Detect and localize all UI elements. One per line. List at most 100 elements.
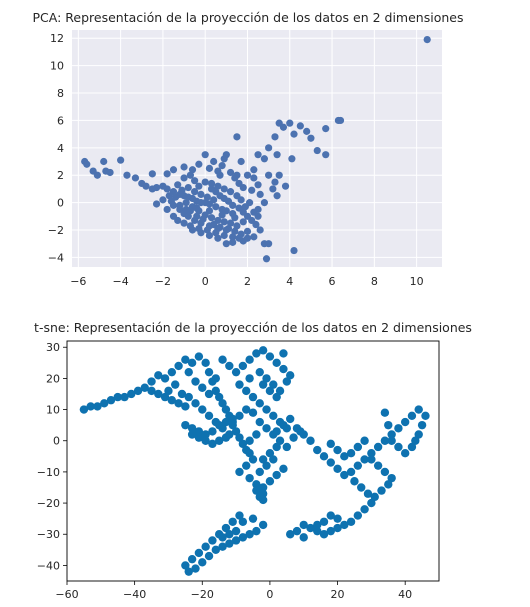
scatter-point: [245, 436, 254, 445]
scatter-point: [204, 551, 214, 561]
scatter-point: [152, 200, 161, 208]
tsne-points: [79, 346, 430, 576]
scatter-point: [417, 420, 427, 430]
scatter-point: [233, 192, 241, 200]
y-tick-label: −40: [37, 559, 60, 572]
scatter-point: [180, 163, 188, 171]
scatter-point: [286, 414, 295, 424]
scatter-point: [184, 212, 192, 220]
scatter-point: [160, 374, 170, 383]
scatter-point: [353, 461, 363, 470]
tsne-chart: t-sne: Representación de la proyección d…: [34, 320, 472, 601]
scatter-point: [201, 178, 209, 186]
scatter-point: [194, 548, 204, 558]
scatter-point: [188, 166, 197, 174]
scatter-point: [154, 371, 163, 380]
scatter-point: [197, 229, 205, 237]
scatter-point: [203, 226, 211, 234]
scatter-point: [279, 349, 288, 358]
scatter-point: [394, 424, 403, 433]
scatter-point: [303, 127, 311, 135]
scatter-point: [238, 361, 248, 371]
scatter-point: [265, 240, 273, 248]
scatter-point: [252, 480, 261, 489]
scatter-point: [117, 156, 125, 164]
scatter-point: [265, 144, 273, 152]
pca-points: [81, 35, 431, 263]
scatter-point: [218, 542, 227, 551]
scatter-point: [194, 352, 204, 361]
scatter-point: [299, 533, 308, 542]
scatter-point: [220, 185, 228, 193]
scatter-point: [265, 449, 275, 458]
scatter-point: [333, 445, 342, 455]
scatter-point: [231, 214, 239, 222]
scatter-point: [169, 166, 178, 174]
x-tick-label: 6: [329, 275, 336, 288]
scatter-point: [235, 411, 244, 421]
scatter-point: [178, 186, 186, 194]
x-tick-label: 10: [410, 275, 424, 288]
scatter-point: [239, 183, 247, 192]
scatter-point: [262, 461, 271, 470]
scatter-point: [184, 567, 193, 576]
scatter-point: [290, 130, 298, 138]
scatter-point: [225, 539, 234, 548]
scatter-point: [313, 526, 322, 536]
scatter-point: [181, 561, 190, 570]
scatter-point: [226, 219, 235, 227]
scatter-point: [238, 517, 248, 526]
scatter-point: [252, 486, 261, 495]
scatter-point: [184, 392, 193, 402]
scatter-point: [208, 536, 217, 545]
scatter-point: [387, 436, 396, 445]
scatter-point: [272, 470, 281, 480]
scatter-point: [218, 211, 226, 219]
scatter-point: [313, 520, 322, 530]
scatter-point: [245, 355, 254, 364]
pca-chart-title: PCA: Representación de la proyección de …: [33, 10, 464, 25]
x-tick-label: −40: [123, 588, 146, 601]
scatter-point: [286, 371, 295, 380]
x-tick-label: −60: [55, 588, 78, 601]
scatter-point: [147, 377, 156, 386]
scatter-point: [229, 233, 237, 241]
x-tick-label: 2: [244, 275, 251, 288]
y-tick-label: 12: [50, 32, 64, 45]
scatter-point: [255, 367, 264, 377]
scatter-point: [79, 405, 89, 414]
scatter-point: [252, 349, 261, 358]
scatter-point: [248, 514, 258, 523]
scatter-point: [177, 389, 187, 399]
scatter-point: [231, 427, 241, 436]
scatter-point: [255, 417, 264, 427]
scatter-point: [360, 436, 369, 445]
scatter-point: [131, 174, 140, 182]
y-tick-label: 0: [53, 435, 60, 448]
y-tick-label: 10: [50, 60, 64, 73]
scatter-point: [113, 392, 122, 402]
scatter-point: [171, 380, 180, 389]
scatter-point: [326, 511, 335, 520]
scatter-point: [235, 234, 243, 242]
scatter-point: [414, 430, 423, 439]
scatter-point: [243, 171, 252, 179]
scatter-point: [220, 231, 228, 240]
scatter-point: [333, 514, 342, 523]
scatter-point: [286, 119, 294, 127]
scatter-point: [289, 433, 298, 442]
scatter-point: [260, 155, 268, 163]
scatter-point: [340, 452, 349, 461]
scatter-point: [214, 420, 224, 430]
scatter-point: [258, 520, 268, 530]
y-tick-label: 8: [57, 87, 64, 100]
scatter-point: [201, 358, 210, 368]
scatter-point: [326, 458, 335, 467]
x-tick-label: −4: [113, 275, 129, 288]
scatter-point: [147, 386, 156, 396]
y-tick-label: −4: [48, 251, 64, 264]
scatter-point: [222, 240, 230, 248]
scatter-point: [211, 374, 220, 383]
scatter-point: [269, 455, 278, 464]
scatter-point: [265, 171, 273, 179]
